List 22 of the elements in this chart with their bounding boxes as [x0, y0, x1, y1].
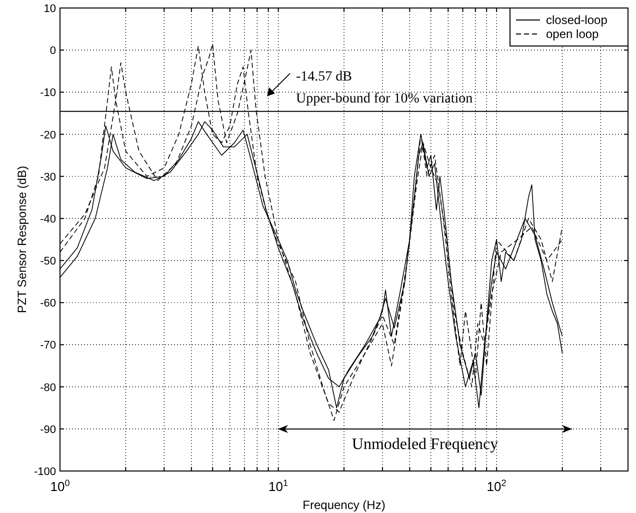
y-tick-label: -20: [40, 129, 56, 142]
annotation: -14.57 dB: [296, 69, 352, 84]
y-tick-label: -30: [40, 171, 56, 184]
legend-label: open loop: [546, 27, 600, 41]
y-tick-label: -50: [40, 256, 56, 268]
legend-label: closed-loop: [546, 13, 608, 27]
y-tick-label: -70: [40, 340, 56, 352]
legend-label: Upper-bound for 10% variation: [296, 91, 473, 106]
y-tick-label: 0: [50, 45, 56, 58]
x-axis-title: Frequency (Hz): [302, 498, 386, 512]
x-tick-label: 10$^{0}$: [50, 478, 70, 494]
y-tick-label: -40: [40, 213, 56, 226]
y-tick-label: -10: [40, 87, 56, 100]
x-tick-label: 10$^{2}$: [486, 478, 506, 494]
annotation: Unmodeled Frequency: [352, 436, 498, 453]
x-tick-label: 10$^{1}$: [268, 478, 288, 494]
y-tick-label: -80: [40, 382, 56, 394]
y-tick-label: -100: [34, 466, 56, 478]
y-tick-label: -60: [40, 298, 56, 310]
y-tick-label: 10: [44, 3, 56, 15]
y-tick-label: -90: [40, 424, 56, 436]
y-axis-title: PZT Sensor Response (dB): [15, 166, 29, 314]
